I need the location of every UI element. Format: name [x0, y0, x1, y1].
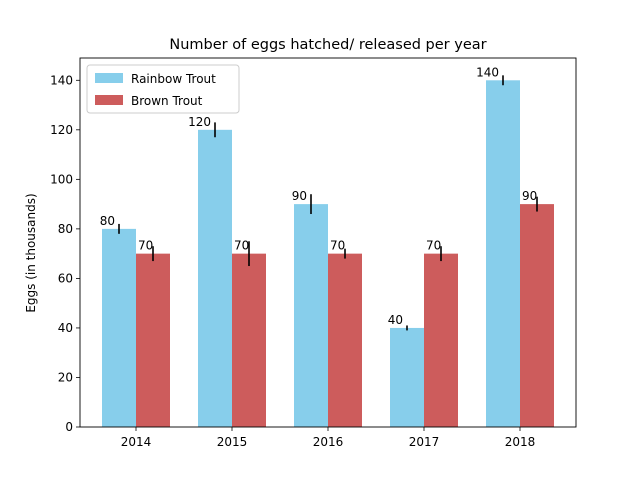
- axes-frame: [79, 57, 577, 428]
- y-tick-label-0: 0: [65, 420, 73, 434]
- data-label-brown-2016: 70: [330, 239, 345, 253]
- bar-rainbow-2015: [198, 129, 232, 427]
- plot-area: 80 70 2014 120 70 2015 90 70 2016 40 70 2017 140 90 20…: [50, 57, 577, 449]
- data-label-rainbow-2014: 80: [100, 214, 115, 228]
- bar-brown-2017: [424, 253, 458, 427]
- data-label-brown-2014: 70: [138, 239, 153, 253]
- bar-brown-2014: [136, 253, 170, 427]
- bar-rainbow-2016: [294, 204, 328, 427]
- x-tick-label-2015: 2015: [217, 435, 248, 449]
- y-tick-label-120: 120: [50, 123, 73, 137]
- x-tick-label-2014: 2014: [121, 435, 152, 449]
- bar-rainbow-2017: [390, 327, 424, 427]
- legend-label-rainbow: Rainbow Trout: [131, 72, 216, 86]
- data-label-rainbow-2016: 90: [292, 189, 307, 203]
- y-tick-label-80: 80: [58, 222, 73, 236]
- legend-swatch-rainbow: [95, 73, 123, 83]
- legend: Rainbow Trout Brown Trout: [86, 64, 240, 114]
- data-label-rainbow-2015: 120: [188, 115, 211, 129]
- data-label-brown-2018: 90: [522, 189, 537, 203]
- y-tick-label-100: 100: [50, 172, 73, 186]
- chart-title: Number of eggs hatched/ released per yea…: [169, 37, 486, 53]
- data-label-brown-2017: 70: [426, 239, 441, 253]
- bar-brown-2016: [328, 253, 362, 427]
- y-tick-label-60: 60: [58, 271, 73, 285]
- legend-swatch-brown: [95, 95, 123, 105]
- legend-label-brown: Brown Trout: [131, 94, 203, 108]
- bar-brown-2015: [232, 253, 266, 427]
- bar-rainbow-2014: [102, 228, 136, 427]
- y-tick-label-40: 40: [58, 321, 73, 335]
- data-label-rainbow-2017: 40: [388, 313, 403, 327]
- x-tick-label-2018: 2018: [505, 435, 536, 449]
- y-tick-label-140: 140: [50, 73, 73, 87]
- data-label-brown-2015: 70: [234, 239, 249, 253]
- legend-box: [86, 64, 240, 114]
- x-tick-label-2017: 2017: [409, 435, 440, 449]
- bar-rainbow-2018: [486, 80, 520, 428]
- x-tick-label-2016: 2016: [313, 435, 344, 449]
- y-tick-label-20: 20: [58, 370, 73, 384]
- y-axis-label: Eggs (in thousands): [24, 193, 38, 312]
- bar-brown-2018: [520, 204, 554, 427]
- data-label-rainbow-2018: 140: [476, 65, 499, 79]
